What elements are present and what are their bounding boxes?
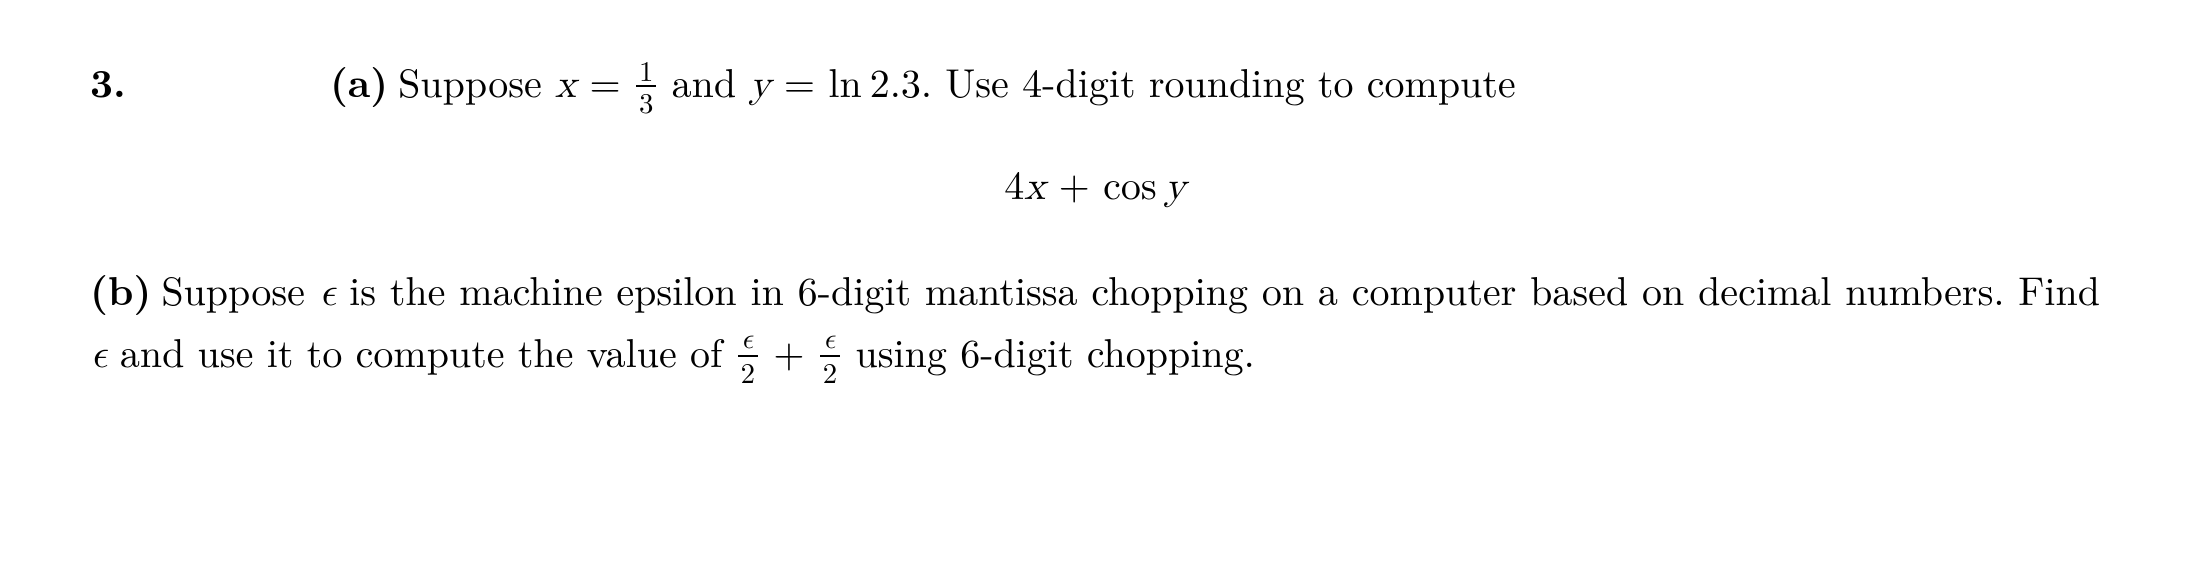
problem-page: 3. (a)Suppose x = 13 and y = ln 2.3. Use… — [0, 0, 2190, 576]
part-a-lead: Suppose — [398, 52, 555, 109]
part-b-label: (b) — [90, 260, 151, 317]
part-a-row: 3. (a)Suppose x = 13 and y = ln 2.3. Use… — [90, 52, 2100, 120]
equals-2: = — [771, 52, 829, 109]
ln-arg: 2.3 — [870, 52, 921, 109]
b-line1-tail: is the machine epsilon in 6-digit mantis… — [335, 260, 1516, 317]
b-line3: 6-digit chopping. — [960, 322, 1255, 379]
b-line2-mid: and use it to compute the value of — [107, 322, 736, 379]
part-a-text: (a)Suppose x = 13 and y = ln 2.3. Use 4-… — [330, 52, 1516, 120]
frac-a-num: ϵ — [738, 325, 758, 355]
b-line2-tail: using — [842, 322, 947, 379]
equals-1: = — [576, 52, 634, 109]
disp-var-x: x — [1024, 167, 1045, 207]
b-plus: + — [760, 322, 818, 379]
frac-num: 1 — [636, 55, 656, 85]
epsilon-1: ϵ — [319, 273, 336, 313]
fraction-eps-2-a: ϵ2 — [738, 325, 758, 387]
frac-den: 3 — [636, 85, 656, 117]
display-expression: 4x + cos y — [90, 154, 2100, 216]
problem-number: 3. — [90, 52, 330, 110]
disp-var-y: y — [1165, 167, 1186, 207]
fraction-eps-2-b: ϵ2 — [820, 325, 840, 387]
coeff-4: 4 — [1004, 154, 1024, 211]
disp-plus: + — [1045, 154, 1103, 211]
var-x: x — [555, 65, 576, 105]
frac-b-num: ϵ — [820, 325, 840, 355]
b-line1-lead: Suppose — [161, 260, 318, 317]
between-and: and — [658, 52, 749, 109]
fraction-one-third: 13 — [636, 55, 656, 117]
frac-b-den: 2 — [820, 355, 840, 387]
epsilon-2: ϵ — [90, 335, 107, 375]
part-b-text: (b)Suppose ϵ is the machine epsilon in 6… — [90, 260, 2100, 390]
ln-prefix: ln — [828, 52, 861, 109]
part-a-tail: . Use 4-digit rounding to compute — [921, 52, 1516, 109]
var-y: y — [749, 65, 770, 105]
part-a-label: (a) — [330, 52, 388, 109]
disp-cos: cos — [1103, 154, 1157, 211]
b-line2-lead: based on decimal numbers. Find — [1530, 260, 2100, 317]
frac-a-den: 2 — [738, 355, 758, 387]
